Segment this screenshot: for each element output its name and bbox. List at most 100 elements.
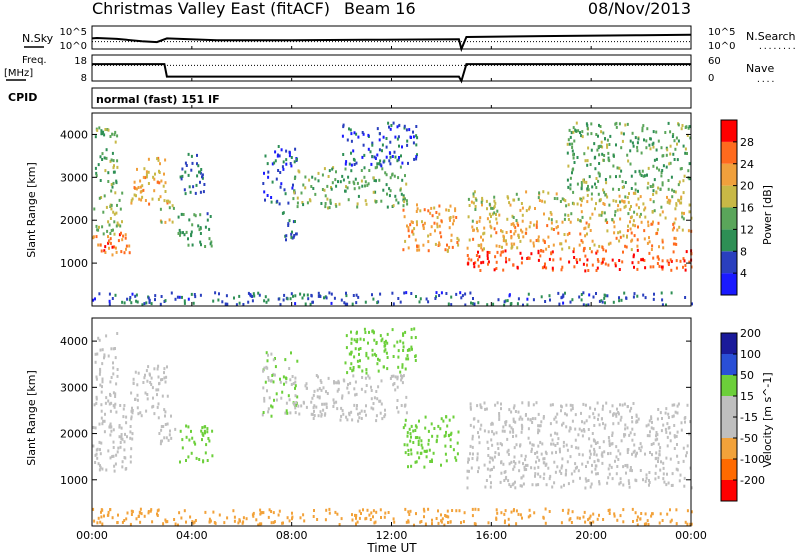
echo-cell xyxy=(330,186,332,189)
echo-cell xyxy=(559,200,562,203)
echo-cell xyxy=(189,515,192,519)
echo-cell xyxy=(550,442,553,446)
echo-cell xyxy=(190,451,193,455)
echo-cell xyxy=(274,365,277,369)
echo-cell xyxy=(294,302,297,306)
echo-cell xyxy=(494,403,497,407)
echo-cell xyxy=(168,218,171,222)
echo-cell xyxy=(670,268,673,272)
echo-cell xyxy=(592,512,595,516)
echo-cell xyxy=(589,514,592,518)
echo-cell xyxy=(624,181,627,184)
echo-cell xyxy=(112,159,115,163)
echo-cell xyxy=(483,226,486,230)
echo-cell xyxy=(381,143,384,147)
echo-cell xyxy=(357,412,359,416)
echo-cell xyxy=(568,128,571,132)
echo-cell xyxy=(559,450,561,454)
echo-cell xyxy=(496,209,499,213)
echo-cell xyxy=(611,218,614,222)
echo-cell xyxy=(393,520,396,524)
echo-cell xyxy=(377,385,380,389)
echo-cell xyxy=(332,398,335,402)
y-tick-label: 3000 xyxy=(60,381,88,394)
echo-cell xyxy=(313,404,316,408)
echo-cell xyxy=(360,409,363,413)
echo-cell xyxy=(680,428,683,432)
echo-cell xyxy=(487,447,490,450)
echo-cell xyxy=(594,207,596,211)
power-cbar-swatch xyxy=(721,207,737,230)
echo-cell xyxy=(507,448,510,452)
echo-cell xyxy=(285,380,288,384)
echo-cell xyxy=(294,386,296,390)
echo-cell xyxy=(688,125,691,129)
echo-cell xyxy=(532,443,535,447)
echo-cell xyxy=(684,264,687,267)
echo-cell xyxy=(601,407,604,411)
echo-cell xyxy=(573,265,576,269)
echo-cell xyxy=(658,168,661,172)
echo-cell xyxy=(643,522,646,526)
echo-cell xyxy=(156,512,158,516)
echo-cell xyxy=(279,380,282,384)
echo-cell xyxy=(671,228,674,232)
echo-cell xyxy=(109,217,112,220)
echo-cell xyxy=(341,396,344,400)
echo-cell xyxy=(404,423,407,427)
echo-cell xyxy=(294,294,297,298)
echo-cell xyxy=(402,198,405,202)
echo-cell xyxy=(378,162,381,166)
echo-cell xyxy=(109,232,112,235)
echo-cell xyxy=(342,125,345,129)
echo-cell xyxy=(510,510,513,514)
echo-cell xyxy=(139,185,142,189)
echo-cell xyxy=(415,295,417,298)
echo-cell xyxy=(404,239,407,243)
echo-cell xyxy=(302,183,305,187)
echo-cell xyxy=(404,451,407,455)
echo-cell xyxy=(270,200,273,204)
echo-cell xyxy=(99,383,102,387)
echo-cell xyxy=(565,443,568,447)
echo-cell xyxy=(504,299,507,303)
echo-cell xyxy=(582,402,585,406)
echo-cell xyxy=(671,195,674,199)
echo-cell xyxy=(641,126,644,130)
echo-cell xyxy=(112,228,114,232)
echo-cell xyxy=(588,223,591,227)
echo-cell xyxy=(510,426,513,430)
echo-cell xyxy=(125,244,128,248)
echo-cell xyxy=(501,230,504,234)
echo-cell xyxy=(520,261,523,265)
echo-cell xyxy=(608,472,611,476)
echo-cell xyxy=(517,235,520,239)
echo-cell xyxy=(404,403,407,407)
echo-cell xyxy=(287,224,290,227)
echo-cell xyxy=(505,260,508,264)
echo-cell xyxy=(632,219,635,223)
echo-cell xyxy=(629,468,632,472)
echo-cell xyxy=(412,232,415,236)
echo-cell xyxy=(434,242,437,246)
echo-cell xyxy=(596,266,599,270)
echo-cell xyxy=(297,404,300,408)
echo-cell xyxy=(685,454,687,458)
echo-cell xyxy=(619,403,621,407)
echo-cell xyxy=(464,303,467,307)
echo-cell xyxy=(334,510,337,514)
echo-cell xyxy=(110,425,113,429)
echo-cell xyxy=(187,173,190,177)
echo-cell xyxy=(107,171,110,175)
echo-cell xyxy=(103,430,106,434)
echo-cell xyxy=(169,429,171,433)
echo-cell xyxy=(469,291,472,295)
echo-cell xyxy=(379,334,382,338)
echo-cell xyxy=(326,392,329,395)
echo-cell xyxy=(583,510,586,514)
echo-cell xyxy=(141,184,144,188)
echo-cell xyxy=(152,396,154,400)
echo-cell xyxy=(429,232,432,236)
echo-cell xyxy=(568,246,571,250)
echo-cell xyxy=(571,407,574,410)
